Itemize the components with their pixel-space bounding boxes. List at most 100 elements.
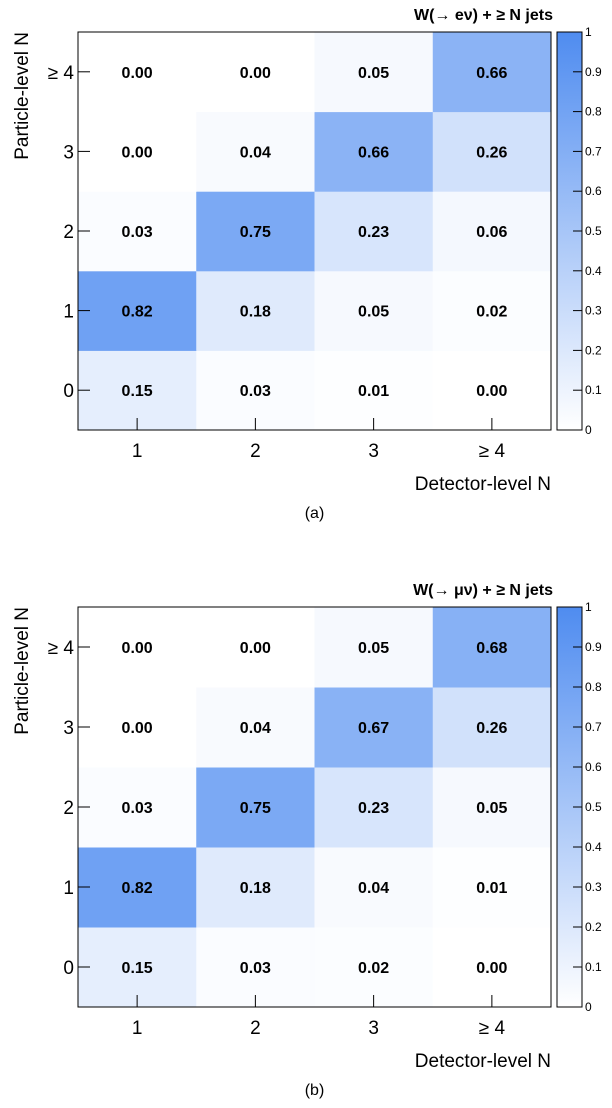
y-tick-label: 2 [63, 798, 74, 819]
colorbar-tick-label: 0.7 [585, 144, 602, 158]
heatmap-panel-a: W(→ eν) + ≥ N jets 0.15 0.03 0.01 0.00 0.8 2 0.… [12, 7, 602, 522]
heatmap-cell [196, 927, 315, 1008]
cell-value-label: 0.04 [358, 880, 389, 897]
heatmap-cell [314, 32, 434, 113]
y-tick-label: 3 [63, 718, 74, 739]
cell-value-label: 0.02 [476, 304, 507, 321]
heatmap-cell [78, 270, 197, 351]
cell-value-label: 0.00 [240, 65, 271, 82]
heatmap-cell [78, 767, 197, 848]
x-axis-label: Detector-level N [415, 1051, 551, 1072]
heatmap-cell [432, 767, 552, 848]
colorbar-tick-label: 0.6 [585, 184, 602, 198]
colorbar-tick-label: 0.3 [585, 304, 602, 318]
y-tick-label: 0 [63, 958, 74, 979]
cell-value-label: 0.04 [240, 144, 271, 161]
panel-caption: (b) [305, 1082, 325, 1099]
cell-value-label: 0.67 [358, 720, 389, 737]
heatmap-cell [78, 350, 197, 431]
cell-value-label: 0.68 [476, 640, 507, 657]
cell-value-label: 0.66 [476, 65, 507, 82]
x-tick-label: ≥ 4 [479, 1018, 506, 1039]
cell-value-label: 0.23 [358, 224, 389, 241]
cell-value-label: 0.66 [358, 144, 389, 161]
heatmap-cell [78, 847, 197, 928]
heatmap-cell [432, 111, 552, 192]
cell-value-label: 0.04 [240, 720, 271, 737]
colorbar-tick-label: 0.8 [585, 105, 602, 119]
cell-value-label: 0.01 [358, 383, 389, 400]
y-tick-label: 1 [63, 302, 74, 323]
heatmap-cell [432, 270, 552, 351]
cell-value-label: 0.15 [122, 383, 153, 400]
heatmap-cell [314, 767, 434, 848]
heatmap-cell [196, 607, 315, 688]
heatmap-cell [196, 350, 315, 431]
heatmap-cell [432, 687, 552, 768]
x-tick-label: 1 [132, 441, 143, 462]
cell-value-label: 0.23 [358, 800, 389, 817]
y-tick-label: 1 [63, 878, 74, 899]
chart-title: W(→ eν) + ≥ N jets [414, 7, 553, 24]
panel-caption: (a) [305, 505, 325, 522]
heatmap-cell [196, 687, 315, 768]
colorbar-tick-label: 0.8 [585, 680, 602, 694]
heatmap-cell [196, 32, 315, 113]
cell-value-label: 0.00 [240, 640, 271, 657]
cell-value-label: 0.00 [476, 383, 507, 400]
y-axis-label: Particle-level N [12, 32, 33, 160]
heatmap-cell [78, 927, 197, 1008]
y-axis-label: Particle-level N [12, 607, 33, 735]
cell-value-label: 0.18 [240, 304, 271, 321]
heatmap-cell [432, 847, 552, 928]
cell-value-label: 0.00 [122, 720, 153, 737]
cell-value-label: 0.06 [476, 224, 507, 241]
cell-value-label: 0.05 [476, 800, 507, 817]
colorbar-tick-label: 0.6 [585, 760, 602, 774]
heatmap-cell [314, 191, 434, 272]
heatmap-cell [78, 607, 197, 688]
colorbar-tick-label: 0.5 [585, 800, 602, 814]
cell-value-label: 0.18 [240, 880, 271, 897]
cell-value-label: 0.26 [476, 720, 507, 737]
heatmap-cell [196, 270, 315, 351]
cell-value-label: 0.75 [240, 800, 271, 817]
heatmap-cell [78, 687, 197, 768]
heatmap-cell [314, 270, 434, 351]
heatmap-cell [314, 927, 434, 1008]
cell-value-label: 0.03 [122, 800, 153, 817]
x-tick-label: ≥ 4 [479, 441, 506, 462]
x-tick-label: 1 [132, 1018, 143, 1039]
y-tick-label: 3 [63, 142, 74, 163]
colorbar-tick-label: 0.7 [585, 720, 602, 734]
colorbar-tick-label: 0 [585, 1000, 592, 1014]
colorbar-tick-label: 0.4 [585, 840, 602, 854]
cell-value-label: 0.15 [122, 960, 153, 977]
cell-value-label: 0.00 [122, 144, 153, 161]
colorbar-tick-label: 0.1 [585, 383, 602, 397]
colorbar-tick-label: 0.9 [585, 65, 602, 79]
heatmap-cell [314, 687, 434, 768]
colorbar-tick-label: 0.9 [585, 640, 602, 654]
heatmap-cell [432, 927, 552, 1008]
colorbar-tick-label: 0.2 [585, 920, 602, 934]
x-axis-label: Detector-level N [415, 474, 551, 495]
x-tick-label: 3 [368, 441, 379, 462]
cell-value-label: 0.03 [240, 960, 271, 977]
y-tick-label: 2 [63, 222, 74, 243]
cell-value-label: 0.00 [122, 640, 153, 657]
cell-value-label: 0.03 [122, 224, 153, 241]
cell-value-label: 0.26 [476, 144, 507, 161]
heatmap-cell [78, 32, 197, 113]
cell-value-label: 0.05 [358, 65, 389, 82]
heatmap-cell [196, 191, 315, 272]
colorbar-tick-label: 0.2 [585, 343, 602, 357]
heatmap-cell [314, 111, 434, 192]
colorbar-tick-label: 1 [585, 600, 592, 614]
heatmap-cell [196, 111, 315, 192]
x-tick-label: 2 [250, 1018, 261, 1039]
colorbar-tick-label: 0 [585, 423, 592, 437]
cell-value-label: 0.05 [358, 640, 389, 657]
